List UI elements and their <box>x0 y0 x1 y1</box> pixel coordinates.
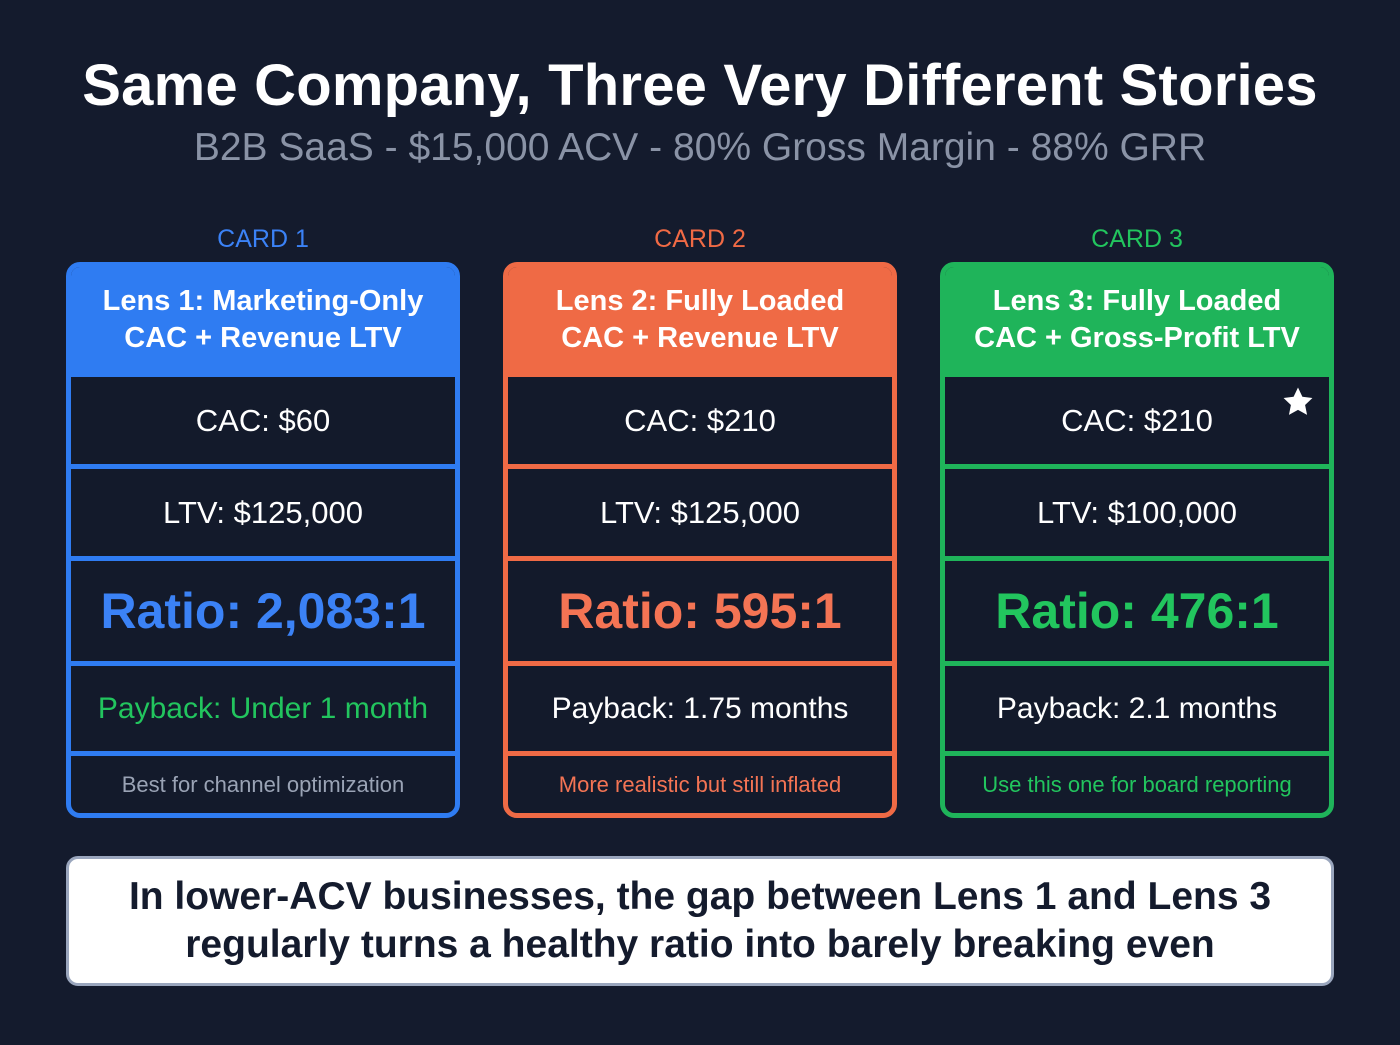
callout-line2: regularly turns a healthy ratio into bar… <box>185 923 1215 966</box>
payback-value: Payback: 1.75 months <box>508 661 892 751</box>
ltv-value: LTV: $100,000 <box>945 464 1329 556</box>
cac-value: CAC: $60 <box>71 372 455 464</box>
card-body: Lens 2: Fully Loaded CAC + Revenue LTV C… <box>503 262 897 818</box>
card-heading-line2: CAC + Gross-Profit LTV <box>974 321 1300 354</box>
cac-value: CAC: $210 <box>1061 402 1213 438</box>
ratio-value: Ratio: 595:1 <box>508 556 892 661</box>
card-heading: Lens 3: Fully Loaded CAC + Gross-Profit … <box>945 267 1329 372</box>
card-note: Use this one for board reporting <box>945 751 1329 813</box>
card-heading-line1: Lens 2: Fully Loaded <box>555 284 845 317</box>
card-label: CARD 2 <box>654 225 746 253</box>
card-heading-line1: Lens 1: Marketing-Only <box>102 284 424 317</box>
payback-value: Payback: 2.1 months <box>945 661 1329 751</box>
card-note: More realistic but still inflated <box>508 751 892 813</box>
ratio-value: Ratio: 2,083:1 <box>71 556 455 661</box>
card-body: Lens 3: Fully Loaded CAC + Gross-Profit … <box>940 262 1334 818</box>
card-1: CARD 1 Lens 1: Marketing-Only CAC + Reve… <box>66 222 460 818</box>
card-label: CARD 1 <box>217 225 309 253</box>
page-title: Same Company, Three Very Different Stori… <box>82 53 1318 118</box>
card-2: CARD 2 Lens 2: Fully Loaded CAC + Revenu… <box>503 222 897 818</box>
card-heading-line1: Lens 3: Fully Loaded <box>992 284 1282 317</box>
ltv-value: LTV: $125,000 <box>508 464 892 556</box>
card-label: CARD 3 <box>1091 225 1183 253</box>
callout-line1: In lower-ACV businesses, the gap between… <box>128 875 1272 918</box>
summary-callout: In lower-ACV businesses, the gap between… <box>66 856 1334 986</box>
ltv-value: LTV: $125,000 <box>71 464 455 556</box>
card-3: CARD 3 Lens 3: Fully Loaded CAC + Gross-… <box>940 222 1334 818</box>
card-heading-line2: CAC + Revenue LTV <box>124 321 402 354</box>
cac-value: CAC: $210 <box>508 372 892 464</box>
payback-value: Payback: Under 1 month <box>71 661 455 751</box>
card-body: Lens 1: Marketing-Only CAC + Revenue LTV… <box>66 262 460 818</box>
page-subtitle: B2B SaaS - $15,000 ACV - 80% Gross Margi… <box>193 126 1207 169</box>
card-heading-line2: CAC + Revenue LTV <box>561 321 839 354</box>
card-note: Best for channel optimization <box>71 751 455 813</box>
cac-row: CAC: $210 <box>945 372 1329 464</box>
card-heading: Lens 2: Fully Loaded CAC + Revenue LTV <box>508 267 892 372</box>
card-heading: Lens 1: Marketing-Only CAC + Revenue LTV <box>71 267 455 372</box>
ratio-value: Ratio: 476:1 <box>945 556 1329 661</box>
star-icon <box>1283 387 1313 415</box>
